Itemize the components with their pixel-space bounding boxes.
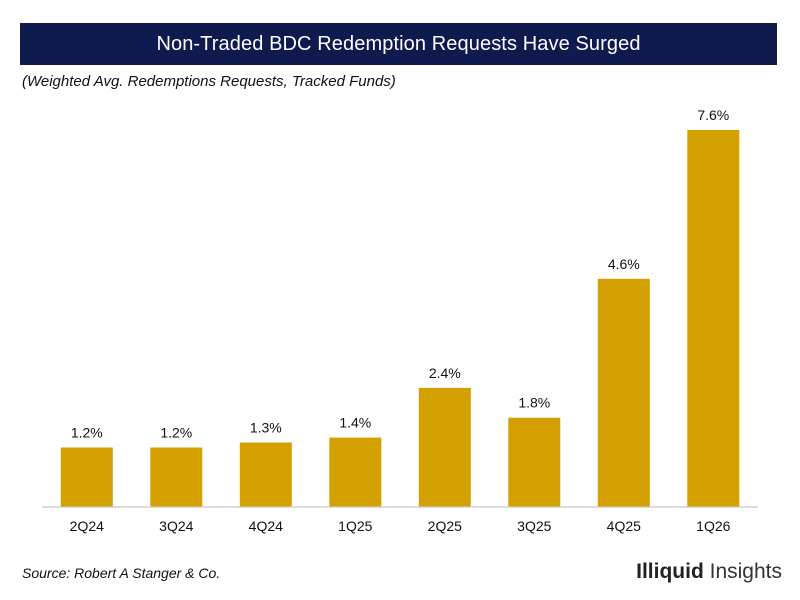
chart-subtitle: (Weighted Avg. Redemptions Requests, Tra… bbox=[22, 73, 396, 90]
x-tick-label-2q24: 2Q24 bbox=[70, 518, 104, 534]
data-label-1q25: 1.4% bbox=[339, 415, 371, 431]
bar-4q25 bbox=[597, 278, 650, 507]
data-label-3q25: 1.8% bbox=[518, 395, 550, 411]
x-tick-label-3q25: 3Q25 bbox=[517, 518, 551, 534]
brand-name-light: Insights bbox=[703, 560, 782, 583]
chart-title: Non-Traded BDC Redemption Requests Have … bbox=[20, 23, 777, 65]
data-label-4q25: 4.6% bbox=[608, 256, 640, 272]
brand-logo: Illiquid Insights bbox=[636, 560, 782, 584]
bar-3q24 bbox=[150, 447, 203, 507]
bar-3q25 bbox=[508, 417, 561, 507]
bar-4q24 bbox=[239, 442, 292, 507]
brand-name-strong: Illiquid bbox=[636, 560, 704, 583]
data-label-4q24: 1.3% bbox=[250, 420, 282, 436]
x-tick-label-2q25: 2Q25 bbox=[428, 518, 462, 534]
data-label-3q24: 1.2% bbox=[160, 425, 192, 441]
bar-2q25 bbox=[418, 387, 471, 507]
bars-layer: 1.2% 2Q24 1.2% 3Q24 1.3% 4Q24 1.4% 1Q25 2.4% 2Q25… bbox=[60, 107, 740, 534]
x-tick-label-1q26: 1Q26 bbox=[696, 518, 730, 534]
x-tick-label-1q25: 1Q25 bbox=[338, 518, 372, 534]
x-tick-label-4q25: 4Q25 bbox=[607, 518, 641, 534]
source-note: Source: Robert A Stanger & Co. bbox=[22, 565, 221, 581]
bar-1q25 bbox=[329, 437, 382, 507]
data-label-2q24: 1.2% bbox=[71, 425, 103, 441]
data-label-2q25: 2.4% bbox=[429, 365, 461, 381]
x-tick-label-3q24: 3Q24 bbox=[159, 518, 193, 534]
bar-1q26 bbox=[687, 130, 740, 507]
x-tick-label-4q24: 4Q24 bbox=[249, 518, 283, 534]
data-label-1q26: 7.6% bbox=[697, 107, 729, 123]
bar-2q24 bbox=[60, 447, 113, 507]
